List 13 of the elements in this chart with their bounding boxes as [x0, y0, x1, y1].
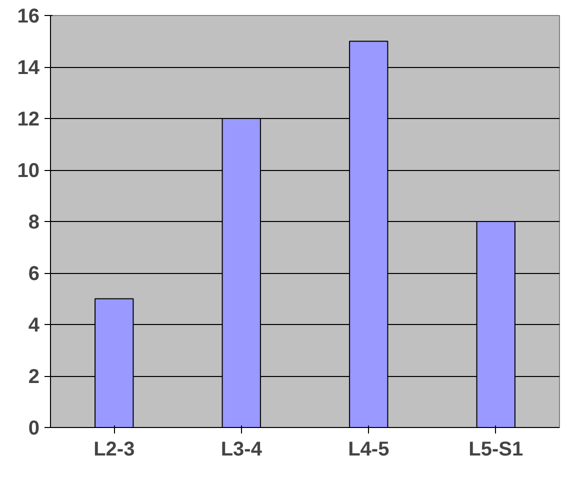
x-tick-label: L5-S1: [468, 438, 524, 460]
y-tick-label: 14: [17, 57, 40, 79]
y-tick-label: 0: [28, 418, 40, 440]
y-tick-label: 10: [17, 160, 40, 182]
y-tick-label: 2: [28, 366, 40, 388]
x-tick-label: L2-3: [94, 438, 135, 460]
y-tick-label: 4: [28, 314, 40, 336]
y-tick-label: 6: [28, 263, 40, 285]
x-tick-label: L4-5: [348, 438, 390, 460]
y-tick-label: 16: [17, 6, 40, 28]
y-tick-label: 8: [28, 212, 40, 234]
x-tick-label: L3-4: [220, 438, 263, 460]
y-tick-label: 12: [17, 108, 40, 130]
